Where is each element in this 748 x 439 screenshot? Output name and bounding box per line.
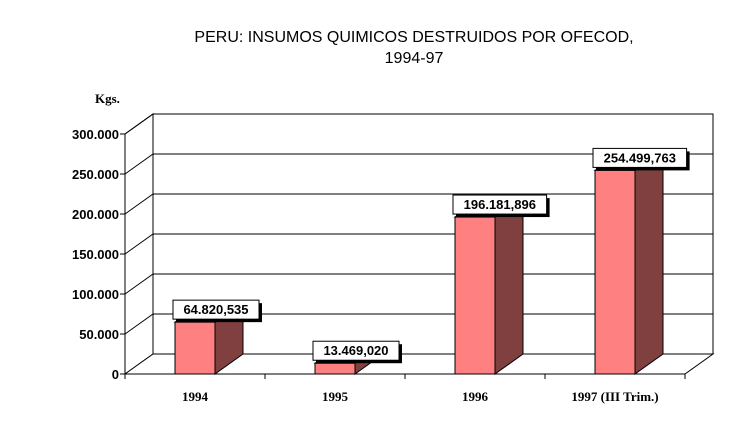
gridline	[124, 193, 713, 215]
data-label: 13.469,020	[312, 340, 402, 364]
y-tick-label: 100.000	[72, 287, 119, 302]
y-tick-label: 250.000	[72, 167, 119, 182]
bar	[314, 362, 356, 375]
gridline	[124, 153, 713, 175]
data-labels: 64.820,535 13.469,020 196.181,896 254.499,7…	[172, 147, 690, 364]
chart-title-line2: 1994-97	[385, 50, 444, 67]
chart-title-line1: PERU: INSUMOS QUIMICOS DESTRUIDOS POR OF…	[194, 29, 633, 46]
bar	[594, 169, 636, 375]
y-tick-label: 200.000	[72, 207, 119, 222]
data-label: 64.820,535	[172, 299, 262, 323]
y-unit-label: Kgs.	[95, 91, 120, 106]
bar-side	[634, 149, 664, 375]
data-label-box	[592, 147, 688, 168]
gridline	[124, 273, 713, 295]
bar-side	[494, 196, 524, 375]
y-tick-label: 150.000	[72, 247, 119, 262]
gridlines	[124, 113, 713, 335]
data-label-text: 254.499,763	[604, 150, 676, 165]
gridline	[124, 113, 713, 135]
gridline	[124, 233, 713, 255]
data-label-box	[452, 194, 548, 215]
y-tick-label: 300.000	[72, 127, 119, 142]
x-axis: 1994 1995 1996 1997 (III Trim.)	[124, 373, 686, 404]
gridline	[124, 313, 713, 335]
y-tick-label: 0	[112, 367, 119, 382]
data-label: 196.181,896	[452, 194, 550, 218]
data-label: 254.499,763	[592, 147, 690, 171]
x-tick-label: 1996	[462, 389, 489, 404]
y-tick-label: 50.000	[79, 327, 119, 342]
x-tick-label: 1995	[322, 389, 349, 404]
data-label-box	[312, 340, 400, 361]
y-axis: 0 50.000 100.000 150.000 200.000 250.000 300.0…	[72, 127, 126, 382]
data-label-box	[172, 299, 260, 320]
bar	[454, 216, 496, 375]
data-label-text: 64.820,535	[183, 302, 248, 317]
x-tick-label: 1994	[182, 389, 209, 404]
data-label-text: 196.181,896	[464, 197, 536, 212]
x-tick-label: 1997 (III Trim.)	[571, 389, 658, 404]
bar	[174, 321, 216, 375]
data-label-text: 13.469,020	[323, 343, 388, 358]
